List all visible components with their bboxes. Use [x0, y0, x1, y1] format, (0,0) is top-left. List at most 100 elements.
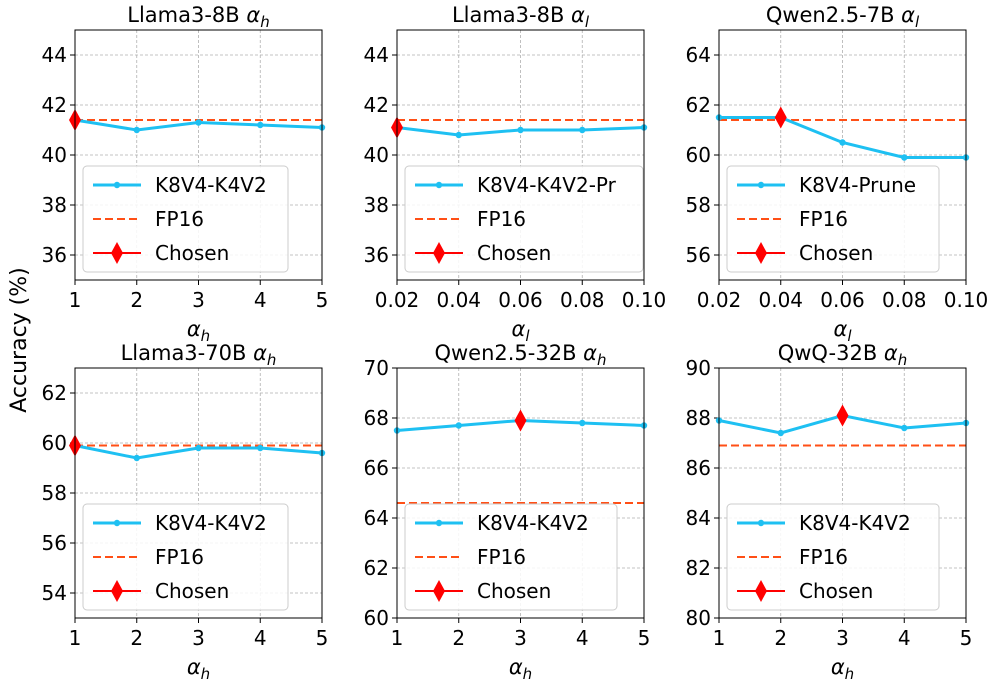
y-tick-label: 80	[686, 606, 711, 630]
x-tick-label: 5	[638, 626, 651, 650]
chart-title: Qwen2.5-32B αh	[434, 341, 606, 369]
data-point	[195, 444, 202, 452]
data-point	[839, 139, 846, 146]
legend-series-marker	[435, 181, 443, 189]
x-tick-label: 5	[960, 626, 973, 650]
x-tick-label: 2	[452, 626, 465, 650]
legend-label-fp16: FP16	[799, 545, 848, 569]
y-tick-label: 58	[42, 481, 67, 505]
y-tick-label: 36	[42, 243, 67, 267]
x-tick-label: 0.08	[560, 288, 605, 312]
y-tick-label: 66	[364, 456, 389, 480]
x-tick-label: 4	[576, 626, 589, 650]
y-tick-label: 62	[42, 381, 67, 405]
legend-chosen-marker	[433, 242, 445, 264]
x-tick-label: 3	[192, 626, 205, 650]
legend-label-fp16: FP16	[799, 207, 848, 231]
legend-series-marker	[113, 181, 121, 189]
y-tick-label: 88	[686, 406, 711, 430]
data-point	[579, 126, 586, 134]
plot-frame	[718, 29, 967, 281]
chart-panel-6: 80 82 84 86 88 90 1 2 3 4 5 QwQ-32B αh αh K8V4-K4V2 FP…	[686, 341, 973, 681]
data-point	[257, 121, 264, 129]
legend-label-series: K8V4-K4V2	[477, 511, 589, 535]
x-tick-label: 2	[130, 626, 143, 650]
chart-panel-4: 54 56 58 60 62 1 2 3 4 5 Llama3-70B αh αh K8V4-K4V2 F…	[42, 341, 329, 681]
chart-panel-5: 60 62 64 66 68 70 1 2 3 4 5 Qwen2.5-32B αh αh K8V4-K4…	[364, 341, 651, 681]
legend: K8V4-K4V2 FP16 Chosen	[82, 165, 289, 273]
legend-box	[404, 503, 618, 611]
legend-label-series: K8V4-K4V2	[155, 511, 267, 535]
y-tick-label: 54	[42, 581, 67, 605]
plot-frame	[74, 367, 323, 619]
y-tick-label: 86	[686, 456, 711, 480]
chart-panel-1: 36 38 40 42 44 1 2 3 4 5 Llama3-8B αh αh K8V4-K4V2 FP…	[42, 3, 329, 345]
data-point	[133, 126, 140, 134]
legend: K8V4-K4V2 FP16 Chosen	[82, 503, 289, 611]
y-tick-label: 64	[364, 506, 389, 530]
y-tick-label: 38	[42, 193, 67, 217]
x-tick-label: 3	[514, 626, 527, 650]
legend-box	[726, 503, 940, 611]
data-point	[901, 154, 908, 161]
legend-box	[726, 165, 940, 273]
chart-title: Llama3-8B αh	[127, 3, 269, 31]
legend-label-series: K8V4-K4V2	[799, 511, 911, 535]
legend: K8V4-K4V2 FP16 Chosen	[726, 503, 940, 611]
legend-label-chosen: Chosen	[477, 241, 551, 265]
legend-label-fp16: FP16	[477, 545, 526, 569]
y-tick-label: 38	[364, 193, 389, 217]
data-point	[133, 454, 140, 462]
x-tick-label: 2	[774, 626, 787, 650]
y-tick-label: 56	[686, 243, 711, 267]
plot-frame	[74, 29, 323, 281]
x-tick-label: 0.06	[820, 288, 865, 312]
x-tick-label: 5	[316, 288, 329, 312]
x-tick-label: 5	[316, 626, 329, 650]
x-tick-label: 0.02	[697, 288, 742, 312]
legend-label-chosen: Chosen	[155, 579, 229, 603]
legend-series-marker	[757, 181, 765, 189]
legend-chosen-marker	[433, 580, 445, 602]
y-tick-label: 56	[42, 531, 67, 555]
x-tick-label: 0.02	[375, 288, 420, 312]
y-tick-label: 70	[364, 356, 389, 380]
chosen-marker	[514, 409, 527, 432]
legend-label-series: K8V4-Prune	[799, 173, 916, 197]
x-axis-label: αl	[511, 317, 530, 345]
chosen-marker	[774, 106, 787, 129]
x-tick-label: 0.04	[758, 288, 803, 312]
plot-frame	[396, 29, 645, 281]
plot-frame	[396, 367, 645, 619]
x-tick-label: 1	[713, 626, 726, 650]
x-tick-label: 0.10	[944, 288, 989, 312]
x-tick-label: 0.10	[622, 288, 667, 312]
chart-title: Qwen2.5-7B αl	[766, 3, 920, 31]
y-tick-label: 82	[686, 556, 711, 580]
legend-box	[404, 165, 644, 273]
y-tick-label: 58	[686, 193, 711, 217]
x-tick-label: 0.06	[498, 288, 543, 312]
y-tick-label: 42	[42, 93, 67, 117]
x-axis-label: αh	[187, 655, 210, 681]
legend-label-chosen: Chosen	[799, 579, 873, 603]
y-axis-label: Accuracy (%)	[7, 267, 32, 413]
data-point	[777, 429, 784, 437]
x-tick-label: 1	[391, 626, 404, 650]
y-tick-label: 42	[364, 93, 389, 117]
legend-label-series: K8V4-K4V2	[155, 173, 267, 197]
y-tick-label: 40	[364, 143, 389, 167]
data-point	[257, 444, 264, 452]
data-point	[455, 422, 462, 429]
y-tick-label: 36	[364, 243, 389, 267]
chart-panel-3: 56 58 60 62 64 0.02 0.04 0.06 0.08 0.10 Qwen2.5-7B…	[686, 3, 989, 345]
x-tick-label: 4	[254, 626, 267, 650]
y-tick-label: 60	[42, 431, 67, 455]
x-axis-label: αl	[833, 317, 852, 345]
x-tick-label: 0.08	[882, 288, 927, 312]
legend-label-fp16: FP16	[155, 545, 204, 569]
legend-box	[82, 165, 289, 273]
legend-label-chosen: Chosen	[477, 579, 551, 603]
legend-box	[82, 503, 289, 611]
